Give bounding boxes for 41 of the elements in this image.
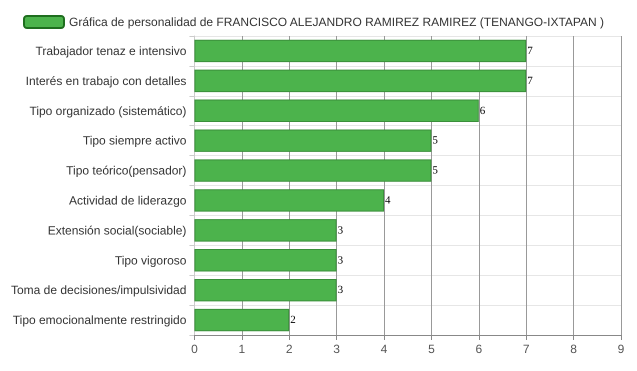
data-label: 5 [432, 134, 438, 147]
y-tick-label: Tipo teórico(pensador) [66, 164, 186, 178]
y-tick-label: Tipo vigoroso [114, 253, 187, 268]
x-tick-label: 0 [191, 342, 198, 356]
bar [194, 278, 337, 302]
x-tick-label: 2 [286, 342, 293, 356]
x-tick-label: 3 [333, 342, 340, 356]
bar [194, 249, 337, 272]
y-tick-label: Tipo organizado (sistemático) [29, 104, 186, 118]
x-tick-label: 1 [238, 342, 246, 356]
bar [194, 159, 432, 182]
bar [194, 70, 526, 92]
data-label: 2 [290, 314, 296, 326]
y-tick-label: Tipo siempre activo [82, 134, 187, 148]
data-label: 3 [338, 224, 344, 236]
data-label: 4 [385, 194, 392, 206]
bar [194, 40, 526, 62]
bar [194, 100, 479, 122]
legend-label: Gráfica de personalidad de FRANCISCO ALEJANDRO RAMIREZ RAMIREZ (TENANGO-IXTAPAN ) [69, 15, 604, 29]
bar [194, 308, 290, 332]
data-label: 5 [432, 164, 438, 177]
y-tick-label: Interés en trabajo con detalles [26, 74, 186, 88]
bar [194, 189, 384, 212]
bar [194, 219, 337, 242]
y-tick-label: Tipo emocionalmente restringido [12, 313, 187, 328]
y-tick-label: Trabajador tenaz e intensivo [35, 44, 187, 58]
bar [194, 129, 432, 152]
x-tick-label: 9 [618, 342, 625, 356]
data-label: 6 [480, 104, 486, 117]
x-tick-label: 5 [428, 342, 436, 356]
y-tick-label: Extensión social(sociable) [48, 223, 186, 238]
data-label: 7 [527, 44, 534, 57]
data-label: 3 [338, 254, 344, 266]
x-tick-label: 7 [522, 342, 530, 356]
x-tick-label: 6 [475, 342, 482, 356]
y-tick-label: Toma de decisiones/impulsividad [10, 283, 186, 298]
x-tick-label: 8 [570, 342, 578, 356]
data-label: 3 [338, 284, 344, 296]
data-label: 7 [527, 74, 534, 87]
x-tick-label: 4 [380, 342, 388, 356]
y-tick-label: Actividad de liderazgo [69, 193, 187, 208]
